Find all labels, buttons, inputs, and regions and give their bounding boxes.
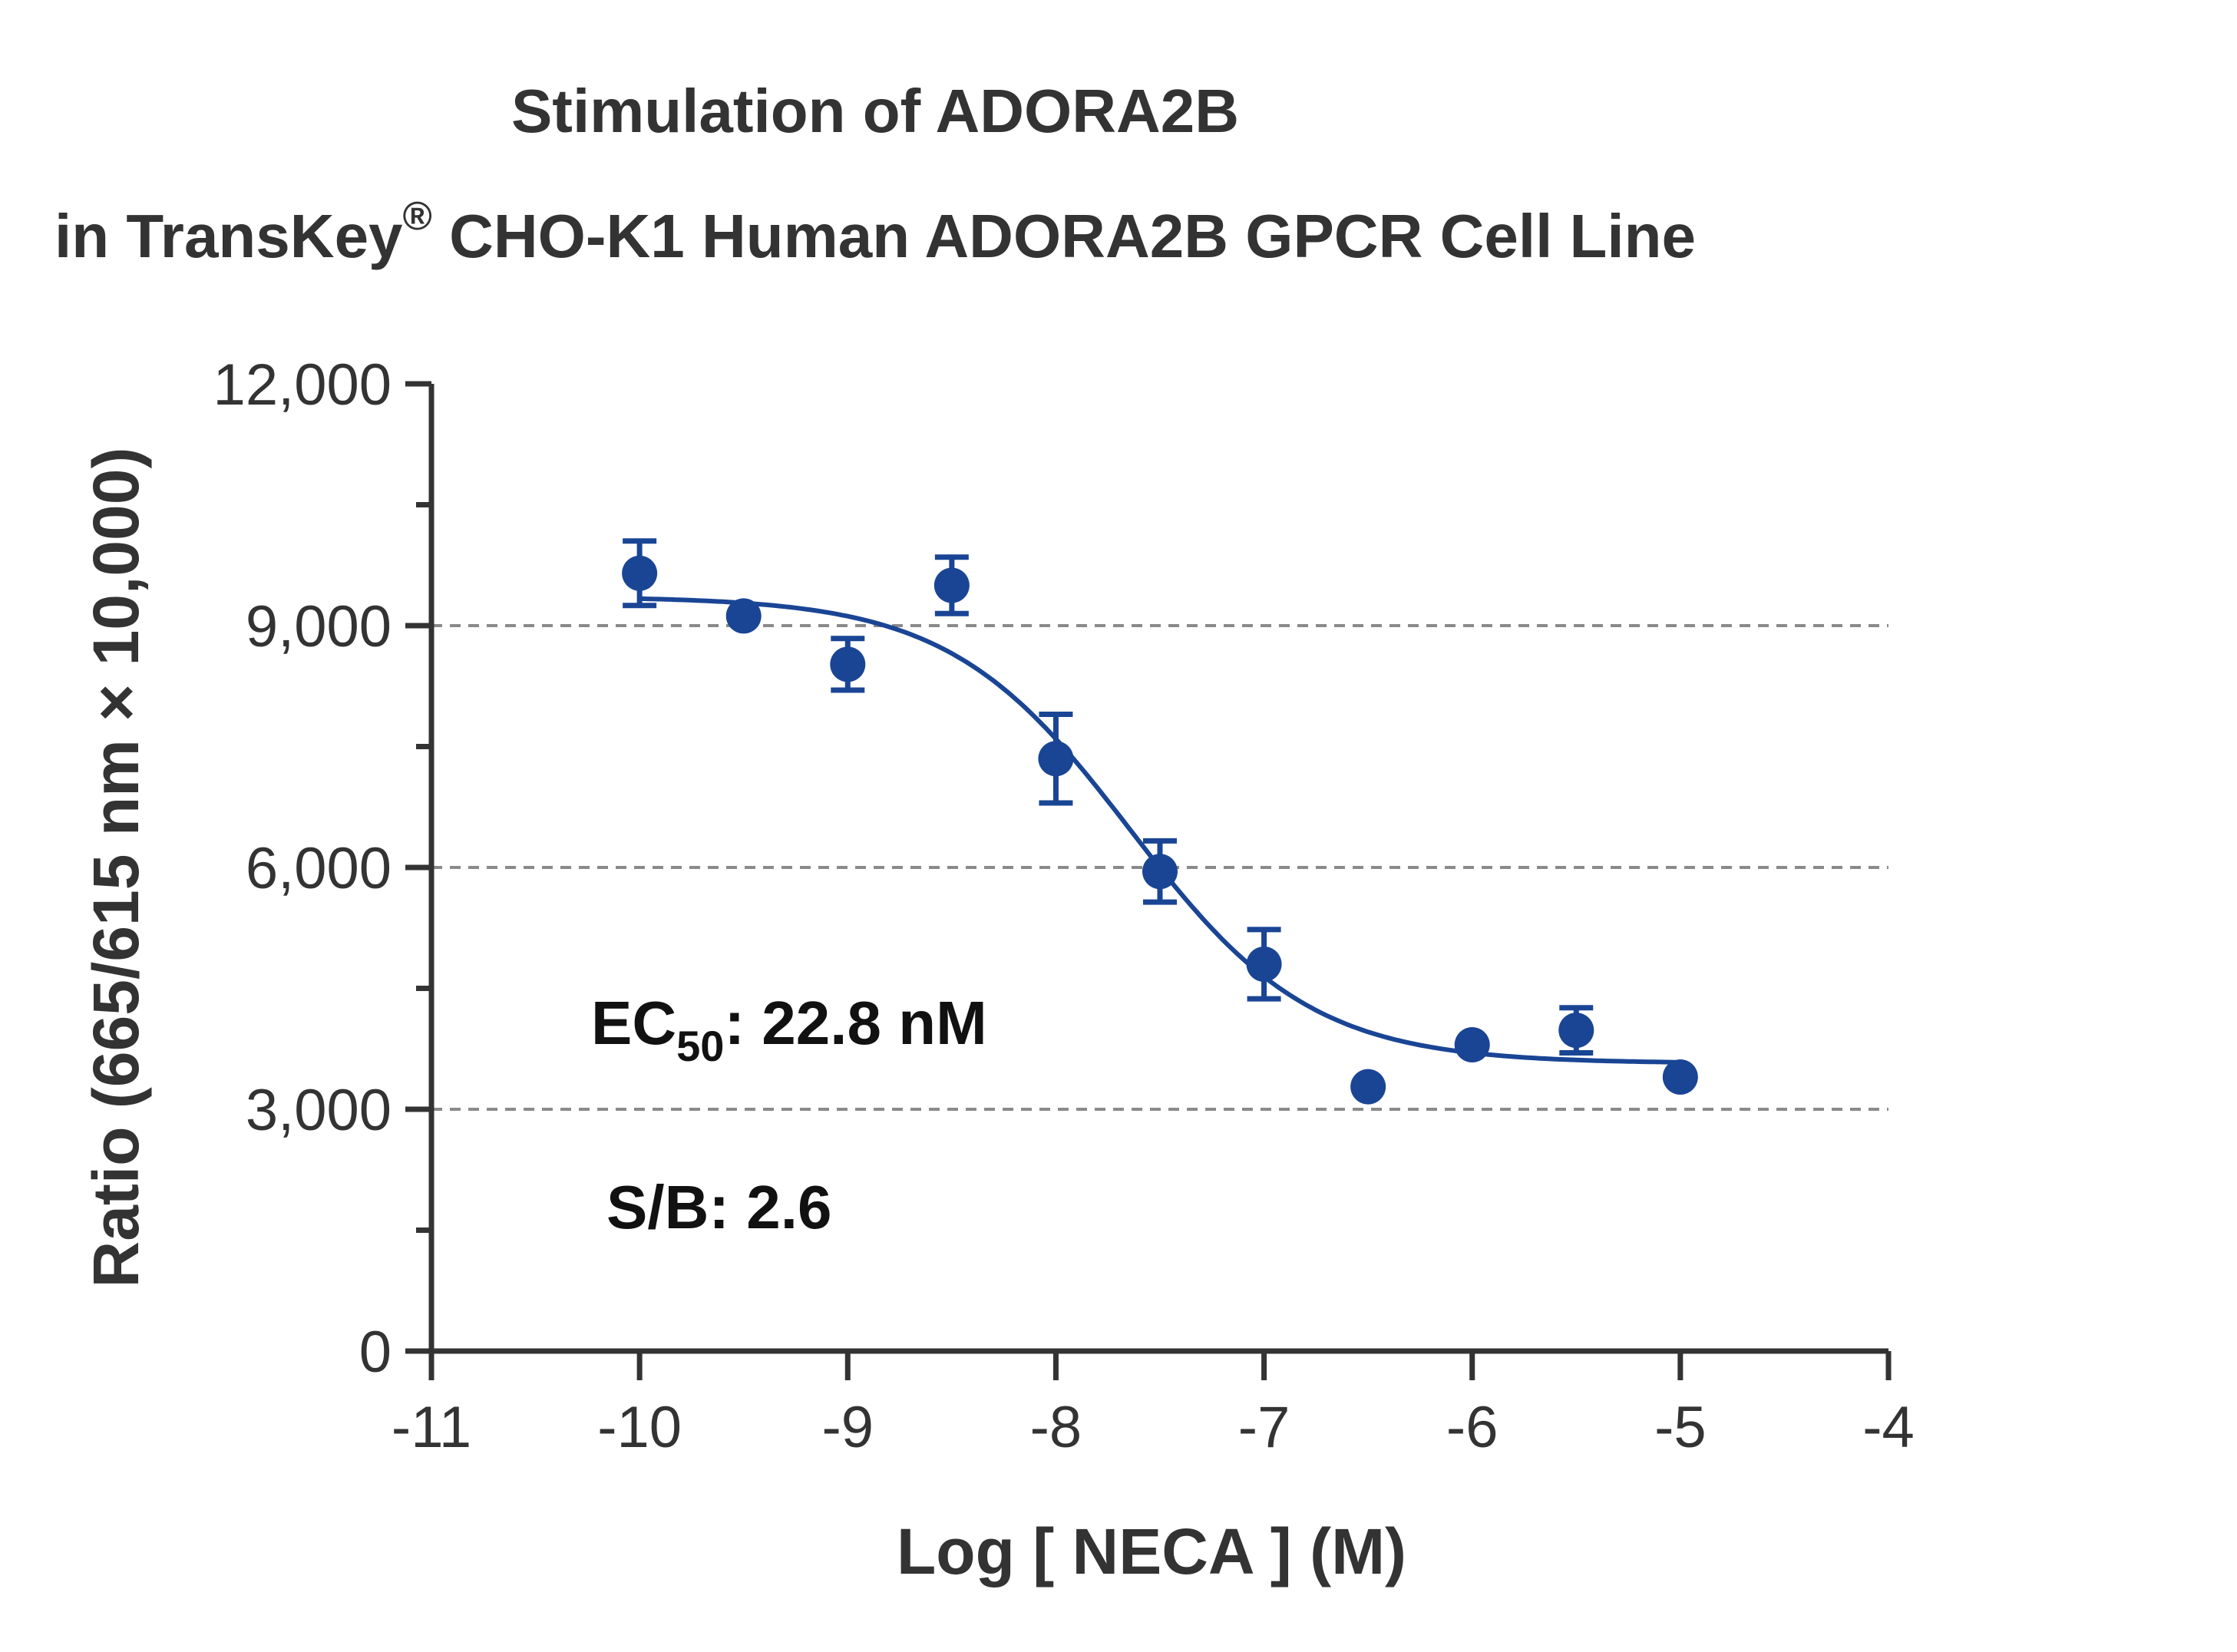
data-point <box>1454 1027 1490 1062</box>
data-point <box>622 555 658 591</box>
data-point-group <box>933 554 970 616</box>
data-point <box>1350 1069 1386 1105</box>
chart-subtitle: in TransKey® CHO-K1 Human ADORA2B GPCR C… <box>55 194 1696 270</box>
x-axis-title: Log [ NECA ] (M) <box>897 1515 1406 1588</box>
subtitle-registered-mark: ® <box>403 194 432 239</box>
x-tick-label: -8 <box>1030 1395 1082 1460</box>
data-point <box>830 646 866 682</box>
ec50-subscript: 50 <box>676 1022 724 1070</box>
data-point-group <box>1038 712 1074 806</box>
x-tick-label: -7 <box>1238 1395 1290 1460</box>
data-point <box>1038 741 1074 777</box>
data-point <box>1662 1059 1698 1095</box>
x-tick-label: -4 <box>1862 1395 1915 1460</box>
x-tick-label: -10 <box>597 1395 682 1460</box>
x-tick-label: -5 <box>1654 1395 1707 1460</box>
data-point <box>933 567 970 603</box>
data-point <box>1558 1013 1594 1049</box>
data-points-layer <box>622 538 1698 1105</box>
x-tick-label: -11 <box>392 1395 471 1460</box>
y-tick-label: 0 <box>359 1320 392 1385</box>
sb-annotation: S/B: 2.6 <box>606 1173 831 1241</box>
data-point-group <box>1662 1059 1698 1095</box>
y-tick-label: 12,000 <box>213 352 392 418</box>
ec50-prefix: EC <box>591 989 676 1057</box>
data-point-group <box>1246 927 1282 1002</box>
data-point <box>1246 947 1282 982</box>
data-point-group <box>1350 1069 1386 1105</box>
y-axis-title: Ratio (665/615 nm × 10,000) <box>80 448 152 1288</box>
subtitle-suffix: CHO-K1 Human ADORA2B GPCR Cell Line <box>432 202 1696 270</box>
chart-title: Stimulation of ADORA2B <box>511 77 1239 145</box>
y-tick-label: 9,000 <box>246 594 392 659</box>
y-tick-label: 6,000 <box>246 836 392 901</box>
x-tick-label: -6 <box>1446 1395 1498 1460</box>
data-point <box>1142 854 1178 890</box>
subtitle-prefix: in TransKey <box>55 202 403 270</box>
data-point-group <box>1454 1027 1490 1062</box>
axes: 0 3,000 6,000 9,000 12,000 -11 -10 -9 -8 -7 -6 -5 -4 <box>213 352 1915 1460</box>
data-point-group <box>1558 1005 1594 1056</box>
data-point-group <box>725 598 762 634</box>
ec50-annotation: EC50: 22.8 nM <box>591 989 987 1070</box>
x-tick-label: -9 <box>821 1395 874 1460</box>
data-point <box>725 598 762 634</box>
data-point-group <box>830 636 866 693</box>
ec50-value: : 22.8 nM <box>724 989 986 1057</box>
data-point-group <box>622 538 658 609</box>
y-tick-label: 3,000 <box>246 1078 392 1143</box>
data-point-group <box>1142 838 1178 905</box>
